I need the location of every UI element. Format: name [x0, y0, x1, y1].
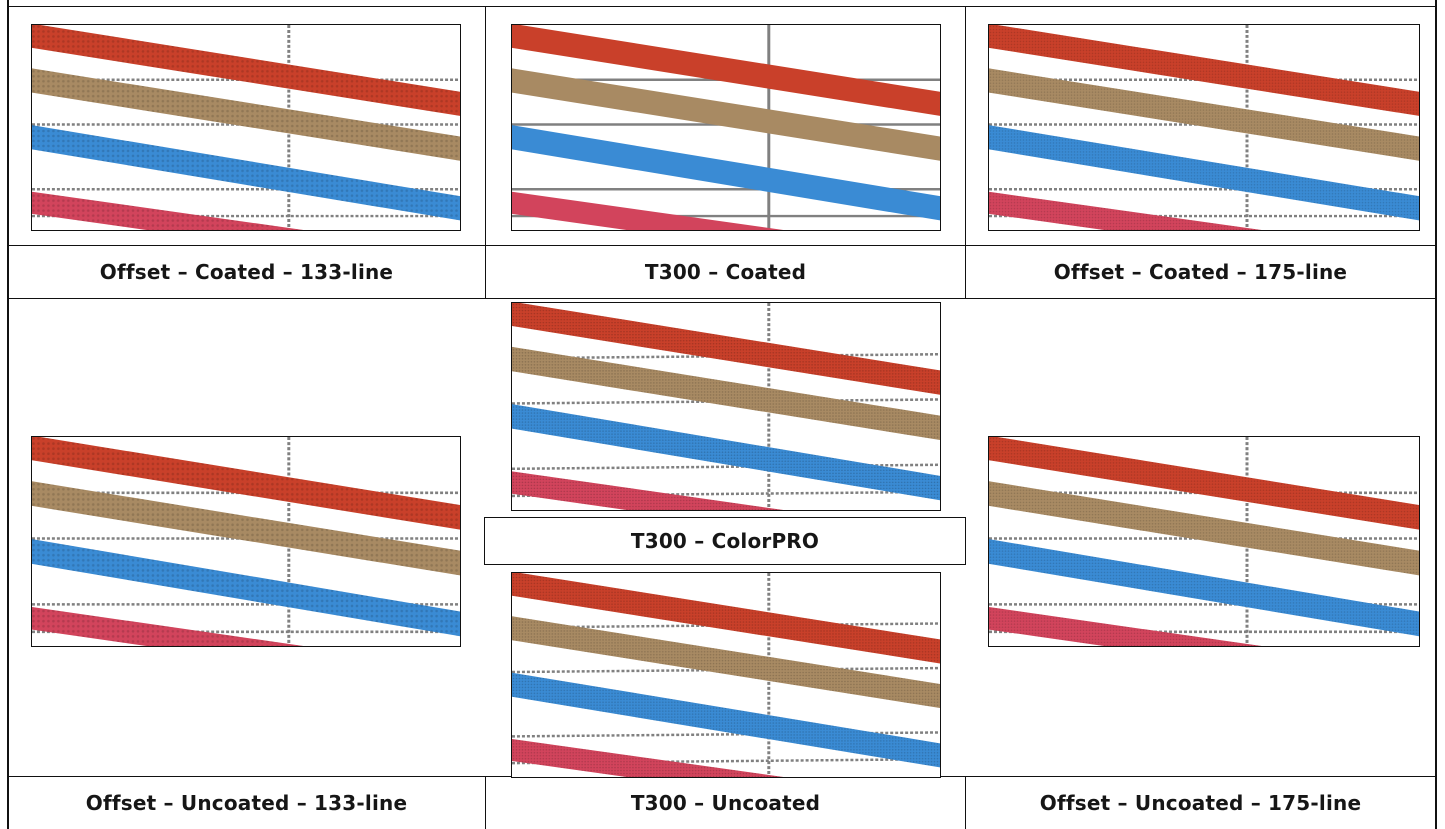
t300-coated-sample [511, 24, 941, 231]
offset-coated-133-sample [31, 24, 461, 231]
caption-t300-coated: T300 – Coated [644, 260, 807, 284]
caption-offset-coated-175: Offset – Coated – 175-line [1053, 260, 1348, 284]
t300-uncoated-sample [511, 572, 941, 778]
offset-uncoated-133-sample [31, 436, 461, 647]
divider-row-1 [7, 245, 1437, 246]
frame-left [7, 0, 9, 829]
caption-t300-uncoated: T300 – Uncoated [630, 791, 821, 815]
caption-offset-uncoated-175: Offset – Uncoated – 175-line [1039, 791, 1362, 815]
offset-uncoated-175-sample [988, 436, 1420, 647]
caption-t300-colorpro: T300 – ColorPRO [484, 517, 966, 565]
divider-col-1 [485, 6, 486, 299]
frame-right [1435, 0, 1437, 829]
offset-coated-175-sample [988, 24, 1420, 231]
divider-col-1-bottom [485, 776, 486, 829]
frame-top [7, 6, 1437, 7]
t300-colorpro-sample [511, 302, 941, 511]
divider-row-2 [7, 298, 1437, 299]
caption-offset-uncoated-133: Offset – Uncoated – 133-line [85, 791, 408, 815]
divider-col-2-bottom [965, 776, 966, 829]
divider-col-2 [965, 6, 966, 299]
caption-offset-coated-133: Offset – Coated – 133-line [99, 260, 394, 284]
